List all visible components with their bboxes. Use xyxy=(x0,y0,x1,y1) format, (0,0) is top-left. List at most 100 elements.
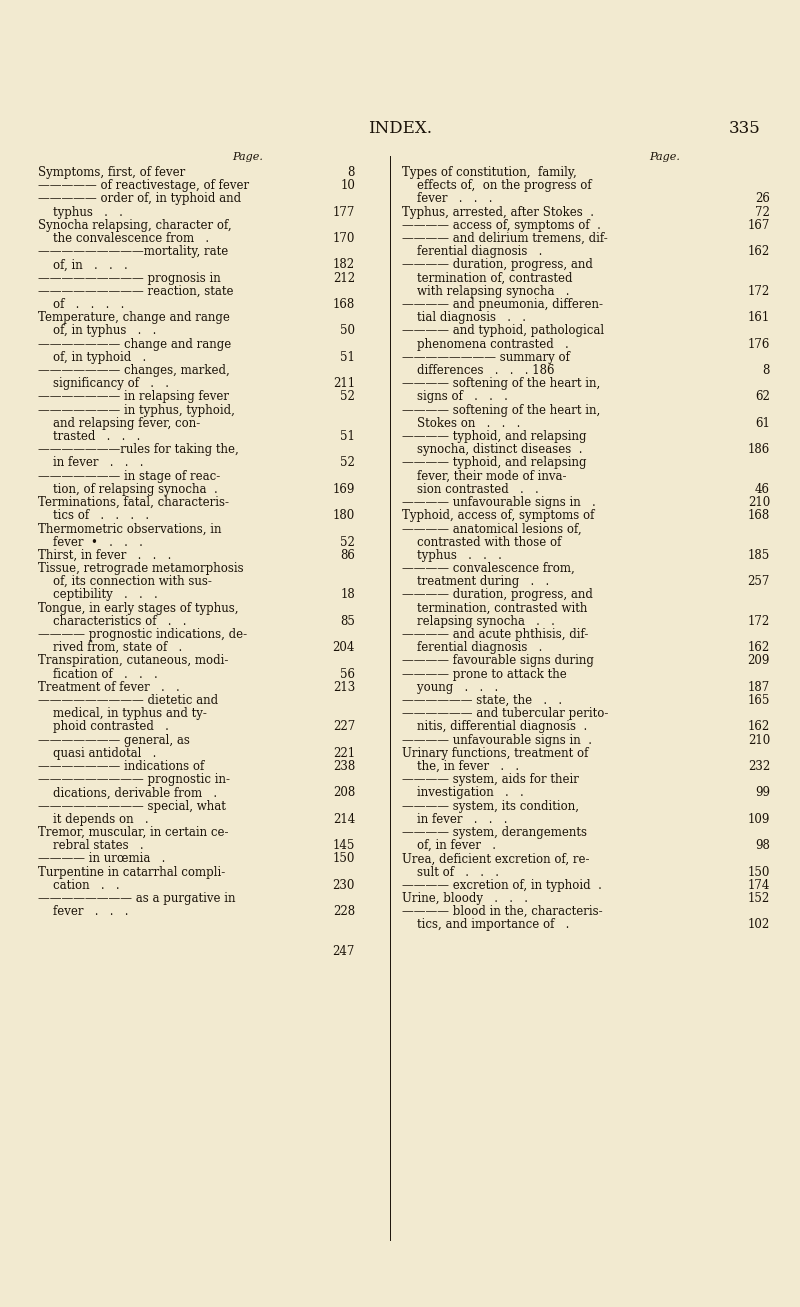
Text: 150: 150 xyxy=(333,852,355,865)
Text: ———— blood in the, characteris-: ———— blood in the, characteris- xyxy=(402,906,602,919)
Text: 204: 204 xyxy=(333,642,355,655)
Text: medical, in typhus and ty-: medical, in typhus and ty- xyxy=(38,707,207,720)
Text: 180: 180 xyxy=(333,510,355,523)
Text: ———— convalescence from,: ———— convalescence from, xyxy=(402,562,574,575)
Text: contrasted with those of: contrasted with those of xyxy=(402,536,562,549)
Text: ———— unfavourable signs in  .: ———— unfavourable signs in . xyxy=(402,733,592,746)
Text: ————————— prognosis in: ————————— prognosis in xyxy=(38,272,221,285)
Text: ————————— special, what: ————————— special, what xyxy=(38,800,226,813)
Text: Stokes on   .   .   .: Stokes on . . . xyxy=(402,417,520,430)
Text: tics, and importance of   .: tics, and importance of . xyxy=(402,919,570,932)
Text: Page.: Page. xyxy=(649,152,680,162)
Text: 185: 185 xyxy=(748,549,770,562)
Text: rived from, state of   .: rived from, state of . xyxy=(38,642,182,655)
Text: fever   .   .   .: fever . . . xyxy=(38,906,129,919)
Text: 230: 230 xyxy=(333,878,355,891)
Text: 56: 56 xyxy=(340,668,355,681)
Text: ——————— in relapsing fever: ——————— in relapsing fever xyxy=(38,391,229,404)
Text: treatment during   .   .: treatment during . . xyxy=(402,575,550,588)
Text: young   .   .   .: young . . . xyxy=(402,681,498,694)
Text: of   .   .   .   .: of . . . . xyxy=(38,298,124,311)
Text: effects of,  on the progress of: effects of, on the progress of xyxy=(402,179,592,192)
Text: 62: 62 xyxy=(755,391,770,404)
Text: 162: 162 xyxy=(748,642,770,655)
Text: Page.: Page. xyxy=(233,152,263,162)
Text: 176: 176 xyxy=(748,337,770,350)
Text: Treatment of fever   .   .: Treatment of fever . . xyxy=(38,681,180,694)
Text: 211: 211 xyxy=(333,378,355,391)
Text: trasted   .   .   .: trasted . . . xyxy=(38,430,140,443)
Text: 99: 99 xyxy=(755,787,770,800)
Text: quasi antidotal   .: quasi antidotal . xyxy=(38,746,156,759)
Text: Symptoms, first, of fever: Symptoms, first, of fever xyxy=(38,166,186,179)
Text: 209: 209 xyxy=(748,655,770,668)
Text: differences   .   .   . 186: differences . . . 186 xyxy=(402,365,554,376)
Text: Transpiration, cutaneous, modi-: Transpiration, cutaneous, modi- xyxy=(38,655,228,668)
Text: ———— system, derangements: ———— system, derangements xyxy=(402,826,587,839)
Text: 8: 8 xyxy=(762,365,770,376)
Text: Synocha relapsing, character of,: Synocha relapsing, character of, xyxy=(38,218,232,231)
Text: ———— duration, progress, and: ———— duration, progress, and xyxy=(402,259,593,272)
Text: 177: 177 xyxy=(333,205,355,218)
Text: 51: 51 xyxy=(340,430,355,443)
Text: ———— and typhoid, pathological: ———— and typhoid, pathological xyxy=(402,324,604,337)
Text: 335: 335 xyxy=(728,120,760,137)
Text: 168: 168 xyxy=(748,510,770,523)
Text: ———— system, aids for their: ———— system, aids for their xyxy=(402,774,579,787)
Text: ———— favourable signs during: ———— favourable signs during xyxy=(402,655,594,668)
Text: Tremor, muscular, in certain ce-: Tremor, muscular, in certain ce- xyxy=(38,826,229,839)
Text: 172: 172 xyxy=(748,614,770,627)
Text: 170: 170 xyxy=(333,233,355,244)
Text: 210: 210 xyxy=(748,495,770,508)
Text: ferential diagnosis   .: ferential diagnosis . xyxy=(402,642,542,655)
Text: ———— duration, progress, and: ———— duration, progress, and xyxy=(402,588,593,601)
Text: tion, of relapsing synocha  .: tion, of relapsing synocha . xyxy=(38,482,218,495)
Text: rebral states   .: rebral states . xyxy=(38,839,144,852)
Text: 174: 174 xyxy=(748,878,770,891)
Text: the, in fever   .   .: the, in fever . . xyxy=(402,759,519,772)
Text: Thermometric observations, in: Thermometric observations, in xyxy=(38,523,222,536)
Text: ——————— general, as: ——————— general, as xyxy=(38,733,190,746)
Text: ———————— as a purgative in: ———————— as a purgative in xyxy=(38,891,235,904)
Text: 51: 51 xyxy=(340,350,355,363)
Text: 213: 213 xyxy=(333,681,355,694)
Text: 214: 214 xyxy=(333,813,355,826)
Text: 208: 208 xyxy=(333,787,355,800)
Text: in fever   .   .   .: in fever . . . xyxy=(38,456,143,469)
Text: it depends on   .: it depends on . xyxy=(38,813,149,826)
Text: ———— and delirium tremens, dif-: ———— and delirium tremens, dif- xyxy=(402,233,608,244)
Text: ———— typhoid, and relapsing: ———— typhoid, and relapsing xyxy=(402,456,586,469)
Text: 232: 232 xyxy=(748,759,770,772)
Text: 10: 10 xyxy=(340,179,355,192)
Text: 98: 98 xyxy=(755,839,770,852)
Text: 26: 26 xyxy=(755,192,770,205)
Text: tics of   .   .   .   .: tics of . . . . xyxy=(38,510,149,523)
Text: 8: 8 xyxy=(348,166,355,179)
Text: 150: 150 xyxy=(748,865,770,878)
Text: ———— typhoid, and relapsing: ———— typhoid, and relapsing xyxy=(402,430,586,443)
Text: 86: 86 xyxy=(340,549,355,562)
Text: in fever   .   .   .: in fever . . . xyxy=(402,813,507,826)
Text: of, in   .   .   .: of, in . . . xyxy=(38,259,128,272)
Text: ——————— indications of: ——————— indications of xyxy=(38,759,204,772)
Text: 18: 18 xyxy=(340,588,355,601)
Text: ———— access of, symptoms of  .: ———— access of, symptoms of . xyxy=(402,218,601,231)
Text: 247: 247 xyxy=(333,945,355,958)
Text: termination of, contrasted: termination of, contrasted xyxy=(402,272,573,285)
Text: ceptibility   .   .   .: ceptibility . . . xyxy=(38,588,158,601)
Text: 187: 187 xyxy=(748,681,770,694)
Text: 61: 61 xyxy=(755,417,770,430)
Text: Urine, bloody   .   .   .: Urine, bloody . . . xyxy=(402,891,528,904)
Text: Urea, deficient excretion of, re-: Urea, deficient excretion of, re- xyxy=(402,852,590,865)
Text: 162: 162 xyxy=(748,246,770,259)
Text: ————————— dietetic and: ————————— dietetic and xyxy=(38,694,218,707)
Text: ———— excretion of, in typhoid  .: ———— excretion of, in typhoid . xyxy=(402,878,602,891)
Text: investigation   .   .: investigation . . xyxy=(402,787,524,800)
Text: Typhoid, access of, symptoms of: Typhoid, access of, symptoms of xyxy=(402,510,594,523)
Text: INDEX.: INDEX. xyxy=(368,120,432,137)
Text: ———— in urœmia   .: ———— in urœmia . xyxy=(38,852,166,865)
Text: of, in fever   .: of, in fever . xyxy=(402,839,496,852)
Text: ———— and acute phthisis, dif-: ———— and acute phthisis, dif- xyxy=(402,627,588,640)
Text: ————————— prognostic in-: ————————— prognostic in- xyxy=(38,774,230,787)
Text: ———— softening of the heart in,: ———— softening of the heart in, xyxy=(402,404,600,417)
